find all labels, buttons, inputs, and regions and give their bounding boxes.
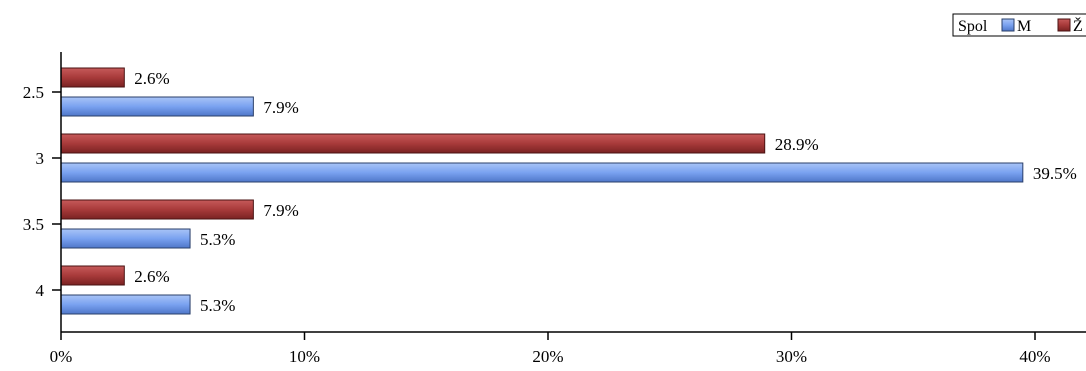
bar-z-3	[60, 133, 766, 154]
legend-swatch-z	[1057, 18, 1071, 32]
data-label-m-3.5: 5.3%	[200, 230, 235, 249]
x-tick-label-30: 30%	[776, 347, 807, 366]
legend-title: Spol	[958, 18, 988, 35]
x-tick-label-0: 0%	[50, 347, 73, 366]
data-label-m-2.5: 7.9%	[263, 98, 298, 117]
y-tick-label-3.5: 3.5	[23, 215, 44, 234]
data-label-z-3: 28.9%	[775, 135, 819, 154]
plot-area: 2.6% 7.9% 2.5 28.9% 39.5% 3 7.9% 5.3% 3.5 2.6% 5.3…	[23, 52, 1086, 366]
legend-box	[952, 13, 1086, 37]
x-tick-label-40: 40%	[1019, 347, 1050, 366]
bar-z-3.5	[60, 199, 254, 220]
bar-m-4	[60, 294, 191, 315]
bar-z-2.5	[60, 67, 125, 88]
bar-m-3.5	[60, 228, 191, 249]
bar-m-3	[60, 162, 1024, 183]
data-label-z-3.5: 7.9%	[263, 201, 298, 220]
y-tick-label-4: 4	[36, 281, 45, 300]
data-label-z-2.5: 2.6%	[134, 69, 169, 88]
x-tick-label-10: 10%	[289, 347, 320, 366]
bar-m-2.5	[60, 96, 254, 117]
data-label-m-4: 5.3%	[200, 296, 235, 315]
legend-swatch-m	[1001, 18, 1015, 32]
bar-z-4	[60, 265, 125, 286]
y-tick-label-2.5: 2.5	[23, 83, 44, 102]
legend-label-m: M	[1017, 18, 1031, 35]
x-tick-label-20: 20%	[532, 347, 563, 366]
data-label-m-3: 39.5%	[1033, 164, 1077, 183]
legend-label-z: Ž	[1073, 16, 1083, 35]
y-tick-label-3: 3	[36, 149, 45, 168]
data-label-z-4: 2.6%	[134, 267, 169, 286]
legend: Spol M Ž	[952, 13, 1086, 37]
